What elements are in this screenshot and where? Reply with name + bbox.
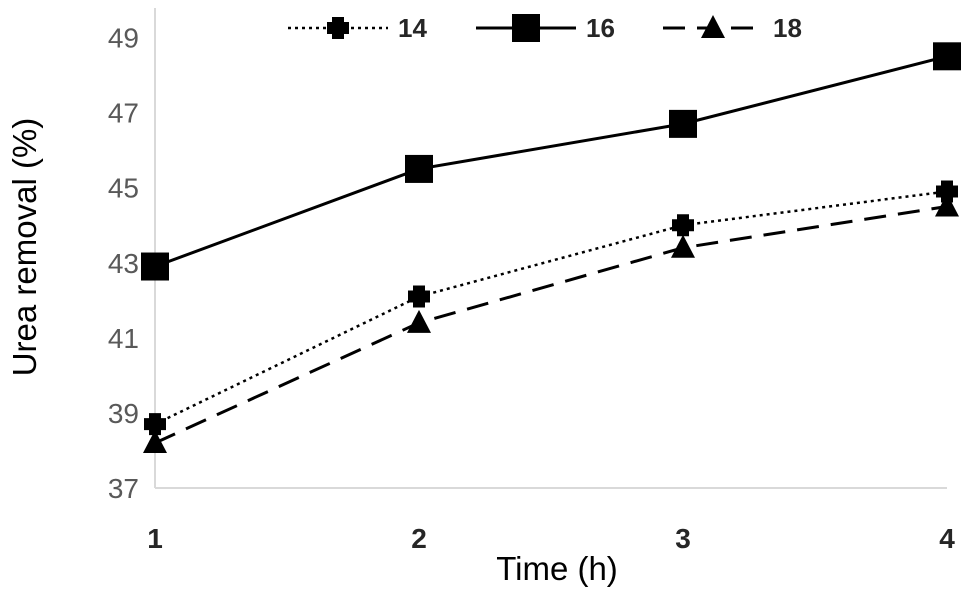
y-tick-label: 49 [108, 23, 139, 54]
data-point [672, 214, 694, 237]
legend-item: 18 [663, 13, 802, 43]
y-tick-label: 43 [108, 248, 139, 279]
y-tick-label: 39 [108, 398, 139, 429]
series-line [154, 54, 948, 268]
legend-marker [512, 14, 540, 42]
legend-marker [327, 17, 349, 39]
series-line [154, 190, 948, 426]
x-tick-label: 2 [411, 523, 427, 554]
data-point [669, 109, 697, 138]
series-line [154, 204, 948, 445]
data-point [933, 42, 961, 71]
y-tick-label: 41 [108, 323, 139, 354]
data-point [143, 429, 167, 453]
x-axis-title: Time (h) [496, 550, 618, 587]
y-tick-label: 45 [108, 173, 139, 204]
legend-label: 16 [586, 13, 615, 43]
data-point [405, 154, 433, 183]
series-16 [141, 42, 961, 281]
series-18 [143, 193, 959, 453]
series-14 [144, 180, 958, 436]
legend-item: 16 [476, 13, 615, 43]
x-axis-ticks: 1 2 3 4 [147, 523, 955, 554]
data-point [144, 413, 166, 436]
legend-marker [701, 15, 725, 38]
x-tick-label: 3 [675, 523, 691, 554]
y-tick-label: 37 [108, 473, 139, 504]
x-tick-label: 4 [939, 523, 955, 554]
data-point [935, 193, 959, 217]
legend-label: 18 [773, 13, 802, 43]
y-axis-ticks: 37 39 41 43 45 47 49 [108, 23, 139, 504]
chart-axes [154, 8, 947, 489]
chart-legend: 14 16 18 [288, 13, 802, 43]
data-point [141, 252, 169, 281]
legend-item: 14 [288, 13, 427, 43]
x-tick-label: 1 [147, 523, 163, 554]
data-point [407, 309, 431, 333]
data-point [408, 285, 430, 308]
y-tick-label: 47 [108, 98, 139, 129]
y-axis-title: Urea removal (%) [6, 118, 43, 377]
data-point [936, 180, 958, 203]
legend-label: 14 [398, 13, 427, 43]
data-point [671, 234, 695, 258]
chart-series [141, 42, 961, 453]
